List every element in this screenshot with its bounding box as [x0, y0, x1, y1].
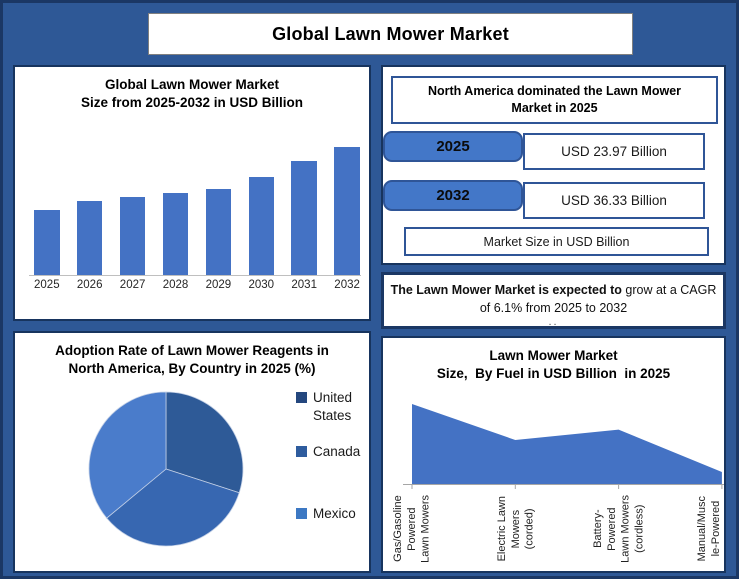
header-title-box: Global Lawn Mower Market [148, 13, 633, 55]
cagr-ellipsis: .. [548, 316, 559, 329]
pie-chart-panel: Adoption Rate of Lawn Mower Reagents in … [13, 331, 371, 573]
cagr-text-bold: The Lawn Mower Market is expected to [390, 283, 622, 297]
legend-swatch [296, 392, 307, 403]
page-title: Global Lawn Mower Market [272, 23, 509, 44]
bar-chart-title: Global Lawn Mower Market Size from 2025-… [21, 76, 363, 112]
bar-2026 [76, 201, 103, 275]
bar-x-tick-label: 2030 [248, 279, 275, 291]
area-x-tick-label-text: Gas/Gasoline Powered Lawn Mowers [392, 495, 432, 563]
area-chart [403, 404, 724, 489]
area-x-tick-label-text: Battery- Powered Lawn Mowers (cordless) [592, 495, 646, 563]
value-box-2032: USD 36.33 Billion [523, 182, 705, 219]
legend-swatch [296, 446, 307, 457]
market-size-caption: Market Size in USD Billion [404, 227, 709, 256]
bar-2032 [334, 147, 360, 275]
area-series [412, 404, 722, 484]
area-x-tick-label: Electric Lawn Mowers (corded) [481, 489, 551, 569]
bar-2027 [119, 197, 146, 275]
pie-slice-mexico [88, 391, 167, 519]
legend-item-united-states: United States [296, 389, 369, 424]
cagr-panel: The Lawn Mower Market is expected to gro… [381, 272, 726, 329]
cagr-text-line2: of 6.1% from 2025 to 2032 [479, 301, 628, 316]
bar-x-tick-label: 2028 [162, 279, 189, 291]
area-x-tick-label: Manual/Musc le-Powered [675, 489, 724, 569]
year-pill-2025: 2025 [383, 131, 523, 162]
pie-slice-canada [106, 468, 240, 547]
legend-label: Canada [313, 444, 361, 459]
bar-2029 [205, 189, 232, 275]
area-chart-title: Lawn Mower Market Size, By Fuel in USD B… [389, 347, 718, 383]
legend-label: United States [313, 390, 353, 423]
area-x-tick-label-text: Electric Lawn Mowers (corded) [495, 496, 536, 562]
area-x-tick-label: Battery- Powered Lawn Mowers (cordless) [585, 489, 655, 569]
area-chart-panel: Lawn Mower Market Size, By Fuel in USD B… [381, 336, 726, 573]
bar-x-tick-label: 2031 [291, 279, 317, 291]
pie-legend: United States Canada Mexico [296, 389, 369, 559]
bar-x-tick-label: 2027 [119, 279, 146, 291]
year-pill-2032: 2032 [383, 180, 523, 211]
area-chart-x-axis: Gas/Gasoline Powered Lawn Mowers Electric… [383, 489, 724, 569]
area-x-tick-label: Gas/Gasoline Powered Lawn Mowers [383, 489, 448, 569]
area-chart-title-line1: Lawn Mower Market [489, 348, 618, 363]
north-america-title: North America dominated the Lawn Mower M… [391, 76, 718, 124]
bar-x-tick-label: 2032 [334, 279, 360, 291]
pie-chart-title: Adoption Rate of Lawn Mower Reagents in … [21, 342, 363, 378]
cagr-text: The Lawn Mower Market is expected to gro… [384, 281, 723, 317]
bar-2028 [162, 193, 189, 275]
bar-x-tick-label: 2029 [205, 279, 232, 291]
legend-label: Mexico [313, 506, 356, 521]
bar-x-tick-label: 2025 [34, 279, 60, 291]
bar-chart [29, 145, 361, 276]
cagr-text-regular: grow at a CAGR [621, 283, 717, 297]
bar-chart-panel: Global Lawn Mower Market Size from 2025-… [13, 65, 371, 321]
north-america-panel: North America dominated the Lawn Mower M… [381, 65, 726, 265]
pie-chart [88, 391, 244, 547]
bar-chart-title-line2: Size from 2025-2032 in USD Billion [80, 94, 304, 110]
bar-chart-x-axis: 2025 2026 2027 2028 2029 2030 2031 2032 [29, 279, 369, 295]
legend-swatch [296, 508, 307, 519]
legend-item-canada: Canada [296, 443, 369, 461]
area-chart-title-line2: Size, By Fuel in USD Billion in 2025 [436, 365, 671, 381]
bar-2031 [291, 161, 317, 275]
legend-item-mexico: Mexico [296, 505, 369, 523]
pie-slice-united-states [165, 391, 244, 494]
value-box-2025: USD 23.97 Billion [523, 133, 705, 170]
pie-chart-title-line2: North America, By Country in 2025 (%) [68, 360, 316, 376]
bar-chart-title-line1: Global Lawn Mower Market [104, 77, 280, 92]
bar-x-tick-label: 2026 [76, 279, 103, 291]
pie-chart-title-line1: Adoption Rate of Lawn Mower Reagents in [55, 343, 329, 358]
bar-2025 [34, 210, 60, 275]
area-x-tick-label-text: Manual/Musc le-Powered [696, 496, 722, 562]
bar-2030 [248, 177, 274, 275]
